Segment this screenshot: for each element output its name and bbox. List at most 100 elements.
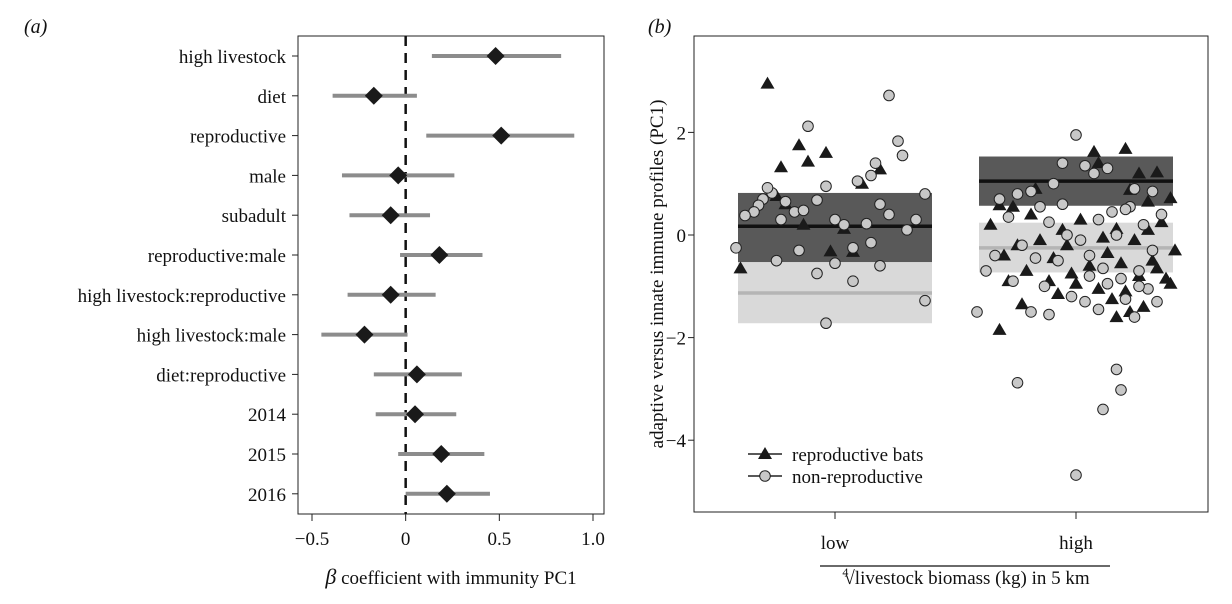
reproductive-point — [1051, 286, 1065, 299]
estimate-point — [437, 484, 456, 503]
reproductive-point — [997, 248, 1011, 261]
reproductive-point — [1163, 276, 1178, 289]
reproductive-point — [1073, 212, 1088, 225]
estimate-point — [486, 47, 505, 65]
non-reproductive-point — [1133, 265, 1145, 277]
y-tick-label: −4 — [666, 431, 687, 452]
non-reproductive-point — [1052, 254, 1064, 267]
reproductive-point — [992, 322, 1007, 335]
non-reproductive-point — [1025, 306, 1037, 318]
non-reproductive-point — [883, 208, 895, 221]
y-tick-label: 0 — [677, 226, 687, 247]
non-reproductive-point — [869, 157, 882, 169]
non-reproductive-point — [1128, 183, 1141, 195]
x-tick-label: 1.0 — [581, 529, 605, 550]
x-axis-label-text: livestock biomass (kg) in 5 km — [855, 568, 1090, 589]
estimate-point — [381, 285, 400, 304]
non-reproductive-point — [919, 188, 931, 200]
term-label: reproductive:male — [148, 246, 286, 267]
term-label: diet — [258, 87, 287, 108]
legend-label-reproductive: reproductive bats — [792, 445, 923, 466]
non-reproductive-point — [1146, 244, 1159, 257]
non-reproductive-point — [1119, 203, 1132, 216]
x-tick-label: 0 — [401, 529, 411, 550]
non-reproductive-point — [1034, 200, 1046, 213]
non-reproductive-point — [993, 193, 1006, 205]
non-reproductive-point — [865, 236, 877, 249]
estimate-point — [355, 325, 374, 344]
non-reproductive-point — [1002, 211, 1015, 223]
panel-a-frame — [297, 35, 605, 515]
non-reproductive-point — [980, 265, 992, 277]
x-category-label: high — [1059, 533, 1093, 554]
non-reproductive-point — [1155, 208, 1168, 221]
non-reproductive-point — [1101, 162, 1114, 175]
non-reproductive-point — [1097, 403, 1109, 416]
x-axis-label: 4√livestock biomass (kg) in 5 km — [842, 565, 1089, 589]
non-reproductive-point — [1083, 249, 1096, 262]
reproductive-point — [1019, 263, 1034, 276]
non-reproductive-point — [860, 217, 873, 230]
panel-b-frame — [693, 35, 1209, 513]
non-reproductive-point — [811, 267, 823, 280]
estimate-point — [430, 246, 449, 264]
reproductive-point — [1024, 207, 1038, 220]
reproductive-point — [1091, 156, 1106, 169]
y-axis-label: adaptive versus innate immune profiles (… — [647, 100, 668, 449]
non-reproductive-point — [797, 204, 810, 217]
estimate-point — [381, 206, 400, 225]
non-reproductive-point — [1106, 206, 1118, 218]
non-reproductive-point — [1133, 280, 1145, 293]
x-axis-label-text: coefficient with immunity PC1 — [336, 568, 576, 589]
reproductive-point — [1109, 310, 1124, 323]
term-label: subadult — [222, 206, 287, 227]
reproductive-point — [1154, 215, 1169, 228]
non-reproductive-point — [1115, 272, 1127, 285]
non-reproductive-point — [1065, 290, 1078, 303]
reproductive-point — [1006, 199, 1020, 212]
reproductive-point — [1118, 141, 1133, 154]
non-reproductive-point — [1070, 469, 1082, 481]
non-reproductive-point — [1074, 234, 1087, 246]
non-reproductive-point — [1043, 216, 1055, 228]
term-label: 2016 — [248, 485, 286, 506]
reproductive-point — [1100, 245, 1115, 258]
reproductive-point — [1141, 222, 1155, 235]
non-reproductive-point — [770, 254, 783, 267]
term-label: 2015 — [248, 445, 286, 466]
y-tick-label: −2 — [666, 329, 686, 350]
non-reproductive-point — [847, 275, 859, 287]
reproductive-point — [1096, 230, 1110, 243]
legend-triangle-marker — [758, 447, 772, 459]
non-reproductive-point — [1047, 177, 1060, 190]
non-reproductive-point — [739, 209, 751, 222]
non-reproductive-point — [1110, 229, 1123, 241]
non-reproductive-point — [1056, 157, 1069, 169]
term-label: high livestock:male — [137, 326, 286, 347]
reproductive-point — [1105, 292, 1119, 305]
non-reproductive-point — [1079, 159, 1091, 172]
x-category-label: low — [821, 533, 850, 554]
x-axis-label: β coefficient with immunity PC1 — [324, 564, 576, 589]
non-reproductive-point — [829, 257, 841, 270]
non-reproductive-point — [910, 213, 922, 226]
reproductive-point — [733, 261, 748, 274]
non-reproductive-point — [874, 198, 886, 211]
panel-a-label: (a) — [24, 16, 48, 38]
reproductive-point — [801, 154, 815, 167]
term-label: diet:reproductive — [156, 365, 286, 386]
reproductive-point — [1132, 166, 1146, 179]
x-tick-label: −0.5 — [295, 529, 329, 550]
beta-symbol: β — [324, 564, 336, 589]
reproductive-point — [1033, 233, 1047, 246]
reproductive-point — [1163, 191, 1178, 204]
reproductive-point — [1060, 238, 1074, 251]
panel-a-forest-plot: (a)−0.5 0 0.5 1.0β coefficient with immunit… — [24, 16, 605, 589]
reproductive-point — [983, 217, 998, 230]
non-reproductive-point — [811, 194, 823, 206]
non-reproductive-point — [838, 218, 850, 231]
term-label: high livestock:reproductive — [78, 286, 286, 307]
reproductive-point — [819, 145, 833, 158]
reproductive-point — [823, 244, 838, 257]
